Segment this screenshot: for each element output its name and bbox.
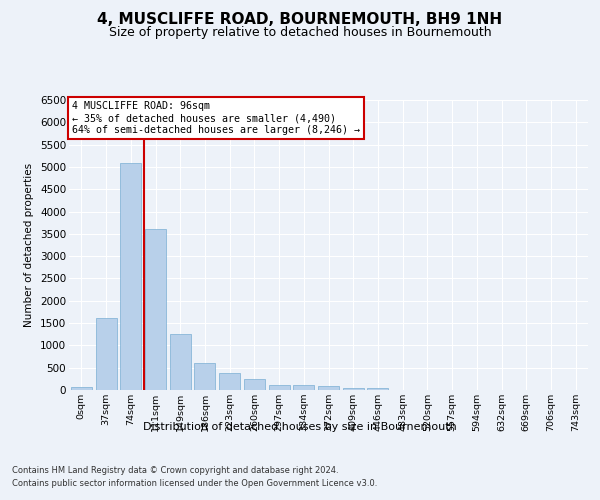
Bar	[269, 384, 290, 390]
Text: 4 MUSCLIFFE ROAD: 96sqm
← 35% of detached houses are smaller (4,490)
64% of semi: 4 MUSCLIFFE ROAD: 96sqm ← 35% of detache…	[71, 102, 359, 134]
Y-axis label: Number of detached properties: Number of detached properties	[25, 163, 34, 327]
Bar	[367, 388, 388, 390]
Bar	[95, 318, 116, 390]
Text: Contains public sector information licensed under the Open Government Licence v3: Contains public sector information licen…	[12, 478, 377, 488]
Text: Distribution of detached houses by size in Bournemouth: Distribution of detached houses by size …	[143, 422, 457, 432]
Bar	[71, 388, 92, 390]
Bar	[343, 388, 364, 390]
Text: Contains HM Land Registry data © Crown copyright and database right 2024.: Contains HM Land Registry data © Crown c…	[12, 466, 338, 475]
Text: Size of property relative to detached houses in Bournemouth: Size of property relative to detached ho…	[109, 26, 491, 39]
Bar	[293, 385, 314, 390]
Bar	[194, 363, 215, 390]
Bar	[145, 230, 166, 390]
Bar	[244, 379, 265, 390]
Text: 4, MUSCLIFFE ROAD, BOURNEMOUTH, BH9 1NH: 4, MUSCLIFFE ROAD, BOURNEMOUTH, BH9 1NH	[97, 12, 503, 28]
Bar	[120, 164, 141, 390]
Bar	[170, 334, 191, 390]
Bar	[318, 386, 339, 390]
Bar	[219, 372, 240, 390]
